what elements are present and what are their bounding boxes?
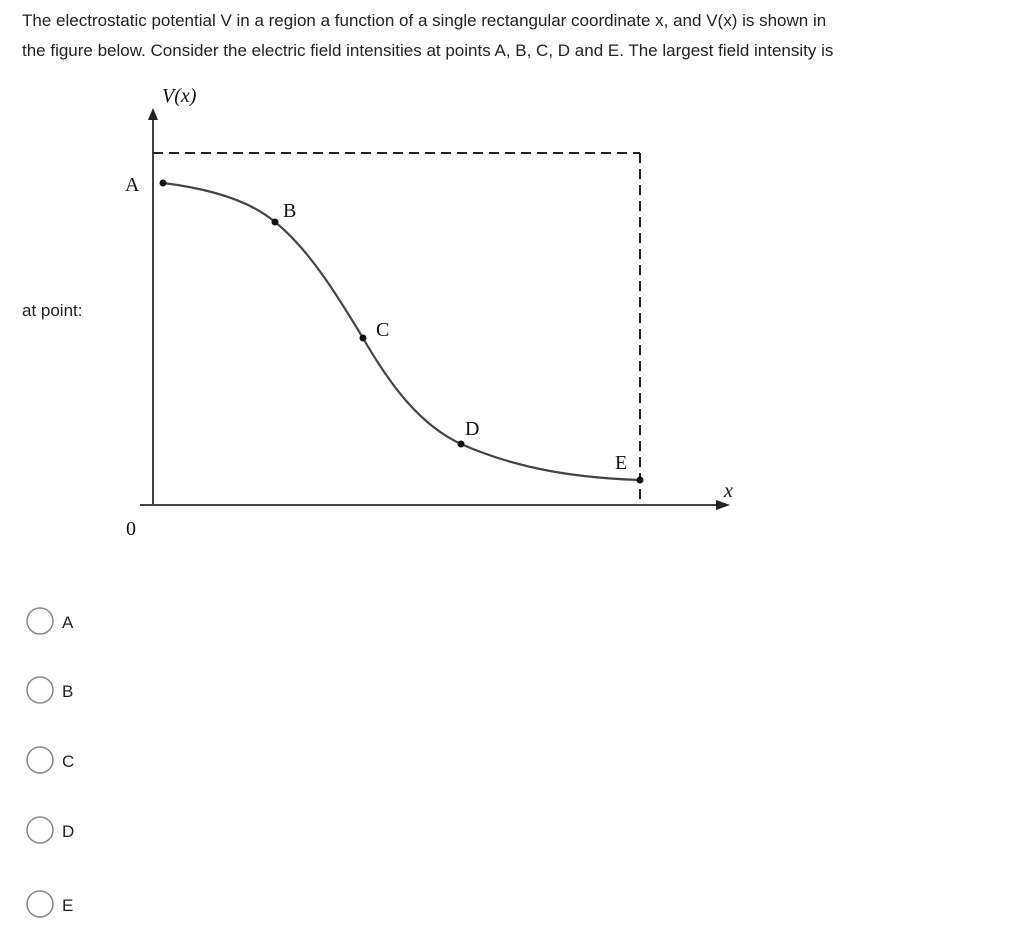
option-label[interactable]: D: [62, 822, 74, 841]
option[interactable]: E: [26, 890, 73, 918]
arrow: [148, 108, 158, 120]
point-label: A: [125, 174, 140, 196]
option-label[interactable]: A: [62, 613, 74, 632]
radio-button[interactable]: [26, 676, 54, 704]
origin-label: 0: [126, 518, 136, 540]
potential-curve: [162, 181, 641, 482]
option-label[interactable]: B: [62, 682, 73, 701]
point-dot: [359, 334, 367, 342]
option-label[interactable]: C: [62, 752, 74, 771]
figure: V(x) x 0 A B C D E: [125, 85, 733, 540]
question-line: the figure below. Consider the electric …: [22, 41, 833, 60]
point-label: B: [283, 200, 296, 222]
question-continuation: at point:: [22, 301, 83, 320]
y-axis-label: V(x): [162, 85, 197, 107]
option[interactable]: C: [26, 746, 74, 774]
radio-button[interactable]: [26, 816, 54, 844]
point-dot: [457, 440, 465, 448]
radio-button[interactable]: [26, 890, 54, 918]
point-label: E: [615, 452, 627, 474]
radio-button[interactable]: [26, 746, 54, 774]
arrow: [716, 500, 730, 510]
x-axis-label: x: [723, 480, 733, 502]
point-label: D: [465, 418, 479, 440]
option-label[interactable]: E: [62, 896, 73, 915]
radio-button[interactable]: [26, 607, 54, 635]
option[interactable]: D: [26, 816, 74, 844]
question-line: The electrostatic potential V in a regio…: [22, 11, 826, 30]
option[interactable]: A: [26, 607, 74, 635]
options: A B C D E: [26, 607, 74, 918]
point-dot: [159, 179, 167, 187]
point-label: C: [376, 319, 389, 341]
option[interactable]: B: [26, 676, 73, 704]
point-dot: [271, 218, 279, 226]
point-dot: [636, 476, 644, 484]
